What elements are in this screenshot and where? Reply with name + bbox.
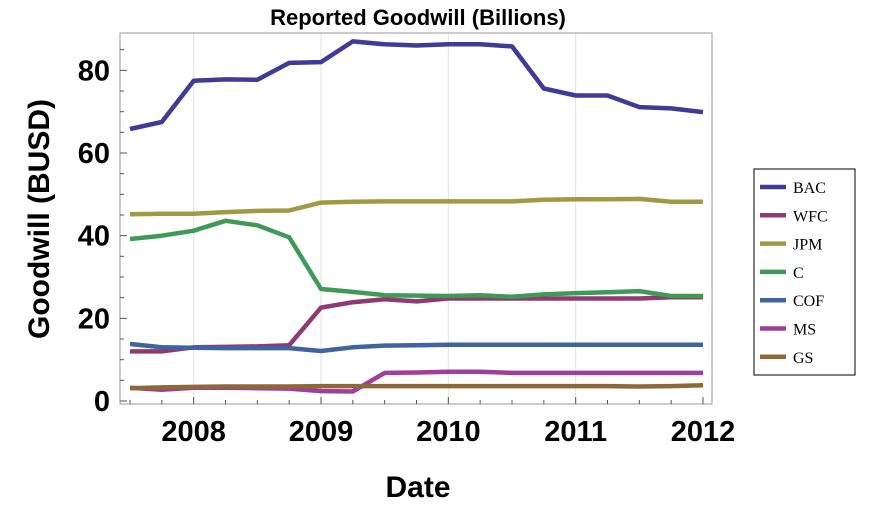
legend-label: WFC xyxy=(793,208,828,225)
x-axis-label: Date xyxy=(385,471,450,504)
legend-item-bac: BAC xyxy=(760,180,826,197)
legend-item-jpm: JPM xyxy=(760,237,822,254)
y-tick-labels: 0 20 40 60 80 xyxy=(78,55,110,418)
y-axis-label: Goodwill (BUSD) xyxy=(23,99,56,339)
chart-title: Reported Goodwill (Billions) xyxy=(270,5,566,30)
x-tick-label-0: 2008 xyxy=(161,416,226,448)
series-line-gs xyxy=(129,383,704,391)
legend-item-cof: COF xyxy=(760,293,824,310)
y-tick-label-3: 60 xyxy=(78,138,110,170)
legend: BAC WFC JPM C COF MS GS xyxy=(753,168,856,376)
y-tick-label-2: 40 xyxy=(78,221,110,253)
legend-item-ms: MS xyxy=(760,322,816,339)
legend-item-gs: GS xyxy=(760,350,813,367)
y-tick-label-4: 80 xyxy=(78,55,110,87)
legend-label: BAC xyxy=(793,180,826,197)
x-tick-label-4: 2012 xyxy=(671,416,736,448)
y-tick-label-0: 0 xyxy=(94,386,110,418)
series-line-jpm xyxy=(129,196,703,217)
legend-label: JPM xyxy=(793,237,822,254)
y-tick-label-1: 20 xyxy=(78,303,110,335)
series-line-cof xyxy=(129,341,703,354)
x-tick-labels: 2008 2009 2010 2011 2012 xyxy=(161,416,735,448)
legend-label: GS xyxy=(793,350,813,367)
legend-label: COF xyxy=(793,293,824,310)
x-tick-label-1: 2009 xyxy=(289,416,354,448)
x-tick-label-2: 2010 xyxy=(416,416,481,448)
series-line-c xyxy=(129,218,703,300)
legend-item-c: C xyxy=(760,265,804,282)
legend-label: MS xyxy=(793,322,816,339)
x-tick-label-3: 2011 xyxy=(544,416,607,448)
axis-ticks xyxy=(120,49,704,404)
legend-label: C xyxy=(793,265,804,282)
series-lines xyxy=(129,39,704,394)
series-line-bac xyxy=(129,39,704,132)
legend-item-wfc: WFC xyxy=(760,208,828,225)
